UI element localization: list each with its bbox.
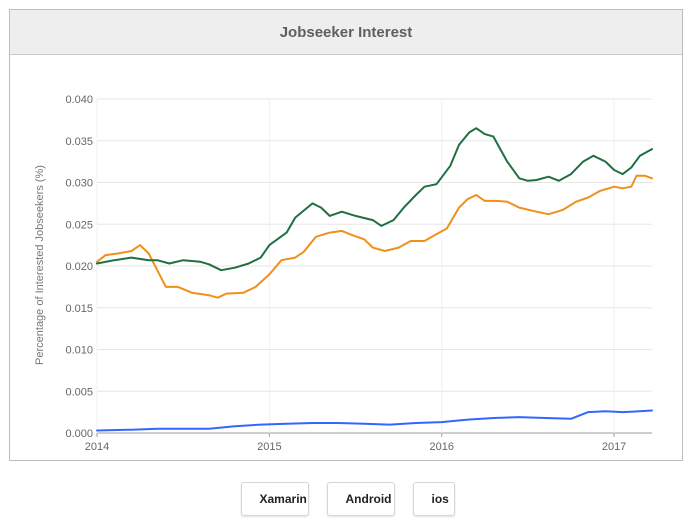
y-tick-label: 0.005 — [65, 386, 93, 398]
x-tick-label: 2015 — [257, 441, 281, 453]
y-tick-label: 0.040 — [65, 94, 93, 106]
y-tick-label: 0.035 — [65, 136, 93, 148]
legend: Xamarin Android ios — [0, 482, 695, 516]
legend-item-android[interactable]: Android — [326, 482, 395, 516]
legend-label-ios: ios — [431, 492, 449, 506]
x-tick-label: 2016 — [429, 441, 453, 453]
y-axis-title: Percentage of Interested Jobseekers (%) — [34, 165, 46, 365]
x-tick-label: 2014 — [85, 441, 109, 453]
series-lines — [96, 127, 653, 432]
series-line-xamarin — [96, 409, 653, 432]
legend-label-xamarin: Xamarin — [259, 492, 307, 506]
y-tick-label: 0.015 — [65, 303, 93, 315]
y-tick-label: 0.025 — [65, 219, 93, 231]
legend-item-ios[interactable]: ios — [412, 482, 455, 516]
y-tick-label: 0.030 — [65, 178, 93, 190]
series-line-ios — [96, 127, 653, 272]
chart-title: Jobseeker Interest — [279, 23, 413, 41]
chart-header: Jobseeker Interest — [10, 10, 682, 55]
y-axis-ticks: 0.000 0.005 0.010 0.015 0.020 0.025 0.030 0.035… — [65, 94, 93, 440]
series-line-android — [96, 174, 653, 299]
y-tick-label: 0.010 — [65, 345, 93, 357]
x-axis-ticks: 2014 2015 2016 2017 — [85, 433, 626, 453]
legend-label-android: Android — [345, 492, 392, 506]
chart-panel: Jobseeker Interest — [9, 9, 683, 461]
legend-item-xamarin[interactable]: Xamarin — [240, 482, 309, 516]
gridlines — [96, 98, 652, 434]
x-tick-label: 2017 — [602, 441, 626, 453]
y-tick-label: 0.000 — [65, 428, 93, 440]
y-tick-label: 0.020 — [65, 261, 93, 273]
